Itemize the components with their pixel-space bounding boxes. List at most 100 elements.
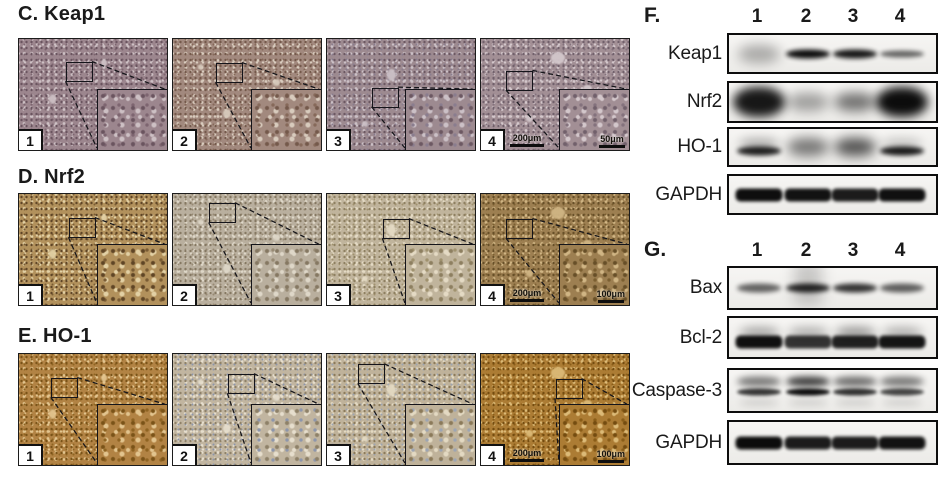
main-band — [831, 436, 879, 449]
dashed-connector-lines — [215, 61, 319, 149]
image-number-label: 1 — [19, 444, 43, 465]
blot-band — [737, 376, 781, 405]
lane-number: 1 — [751, 240, 763, 261]
vessel-blob — [101, 374, 107, 382]
zoom-region-rect — [69, 218, 96, 238]
blot-strip — [727, 81, 938, 123]
dashed-connector-lines — [554, 378, 628, 464]
main-band — [784, 436, 832, 449]
blot-band — [831, 188, 879, 201]
ihc-image: 1 — [18, 38, 168, 151]
vessel-blob — [273, 79, 280, 86]
vessel-blob — [551, 52, 565, 64]
blot-band — [876, 87, 928, 117]
panel-d-label: D. Nrf2 — [18, 166, 85, 188]
main-band — [735, 188, 783, 201]
blot-band — [878, 188, 926, 201]
vessel-blob — [49, 94, 56, 104]
vessel-blob — [362, 436, 368, 442]
main-band — [880, 283, 924, 293]
protein-label: Caspase-3 — [631, 379, 722, 401]
main-band — [833, 283, 877, 293]
faint-lower-smudge — [835, 399, 875, 405]
vessel-blob — [362, 121, 368, 127]
blot-band — [735, 327, 783, 348]
band-smudge — [788, 327, 828, 337]
ihc-image: 3 — [326, 193, 476, 306]
blot-strip — [727, 33, 938, 74]
ihc-image: 50μm 200μm 4 — [480, 38, 630, 151]
blot-band — [735, 188, 783, 201]
image-number-label: 2 — [173, 444, 197, 465]
main-scale-line — [510, 299, 544, 302]
zoom-inset-image: 100μm — [559, 244, 629, 305]
blot-strip — [727, 266, 938, 310]
zoom-region-rect — [358, 364, 385, 384]
band-smudge — [739, 327, 779, 337]
zoom-inset-image — [405, 89, 475, 150]
dashed-connector-lines — [208, 202, 319, 304]
band-smudge — [882, 138, 922, 149]
blot-strip — [727, 420, 938, 465]
main-band — [787, 138, 829, 156]
blot-band — [831, 327, 879, 348]
zoom-region-rect — [216, 63, 243, 83]
dashed-connector-lines — [505, 217, 627, 304]
main-band — [878, 436, 926, 449]
main-scale-text: 200μm — [512, 133, 542, 144]
main-band — [878, 188, 926, 201]
main-band — [738, 44, 780, 63]
protein-label: Keap1 — [668, 42, 722, 64]
band-smudge — [739, 138, 779, 149]
lower-band — [880, 388, 924, 395]
zoom-inset-image — [251, 89, 321, 150]
zoom-inset-image — [405, 404, 475, 465]
vessel-blob — [362, 276, 368, 282]
ihc-image: 2 — [172, 193, 322, 306]
image-number-label: 1 — [19, 284, 43, 305]
lane-number: 4 — [894, 240, 906, 261]
blot-strip — [727, 368, 938, 413]
zoom-region-rect — [383, 219, 410, 239]
main-band — [880, 50, 924, 57]
blot-strip — [727, 127, 938, 167]
blot-band — [833, 376, 877, 405]
zoom-inset-image — [97, 404, 167, 465]
band-smudge — [882, 327, 922, 337]
vessel-blob — [526, 430, 533, 437]
dashed-connector-lines — [371, 86, 473, 149]
image-number-label: 4 — [481, 284, 505, 305]
vessel-blob — [101, 214, 107, 222]
blot-band — [737, 138, 781, 156]
ihc-image: 2 — [172, 38, 322, 151]
zoom-inset-image — [97, 244, 167, 305]
vessel-blob — [223, 424, 231, 433]
blot-band — [880, 283, 924, 293]
image-number-label: 4 — [481, 129, 505, 150]
lower-band — [786, 388, 830, 395]
main-scale-line — [510, 459, 544, 462]
vessel-blob — [49, 409, 56, 419]
image-number-label: 2 — [173, 129, 197, 150]
blot-band — [784, 327, 832, 348]
upper-band — [737, 376, 781, 386]
image-number-label: 1 — [19, 129, 43, 150]
blot-band — [737, 283, 781, 293]
zoom-inset-image — [251, 244, 321, 305]
blot-band — [787, 93, 829, 111]
main-band — [878, 335, 926, 348]
protein-label: GAPDH — [655, 431, 722, 453]
zoom-region-rect — [51, 378, 78, 398]
zoom-inset-image — [405, 244, 475, 305]
main-band — [876, 87, 928, 117]
vessel-blob — [387, 384, 396, 396]
blot-band — [733, 87, 785, 117]
blot-band — [831, 436, 879, 449]
faint-lower-smudge — [788, 399, 828, 405]
lower-band — [833, 388, 877, 395]
vessel-blob — [223, 109, 231, 118]
vessel-blob — [101, 59, 107, 67]
vessel-blob — [198, 64, 203, 70]
vessel-blob — [526, 115, 533, 122]
zoom-region-rect — [506, 71, 533, 91]
